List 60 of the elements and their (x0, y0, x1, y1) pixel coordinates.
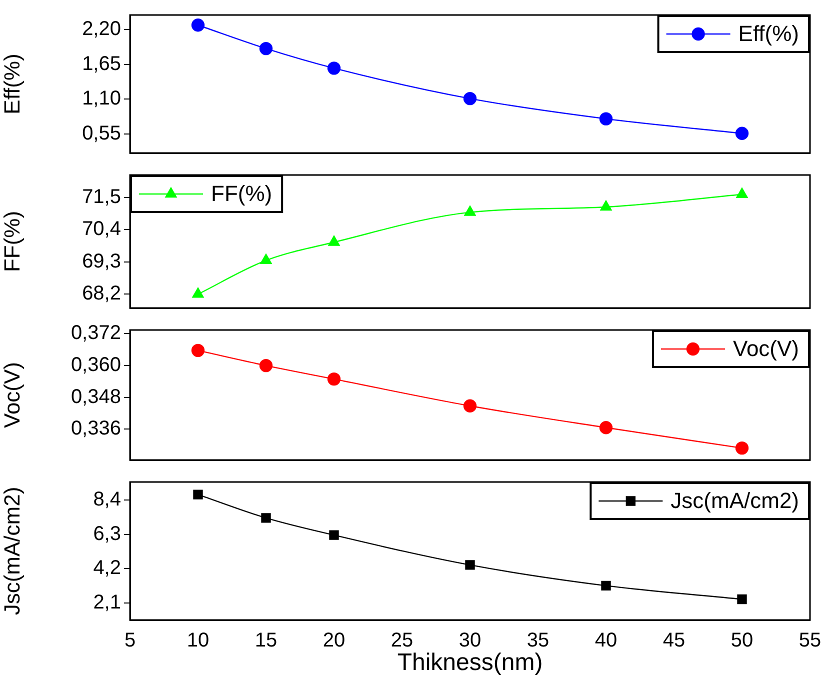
point (259, 42, 273, 56)
point (599, 112, 613, 126)
point (259, 358, 273, 372)
y-tick-label: 0,336 (70, 418, 121, 440)
x-tick-label: 35 (526, 630, 550, 652)
x-tick-label: 5 (124, 630, 136, 652)
point (328, 236, 340, 246)
point (463, 92, 477, 106)
x-tick-label: 10 (186, 630, 210, 652)
point (736, 188, 748, 198)
y-tick-label: 71,5 (82, 186, 121, 208)
point (329, 530, 339, 540)
point (464, 206, 476, 216)
x-tick-label: 25 (390, 630, 414, 652)
point (601, 580, 611, 591)
y-tick-label: 68,2 (82, 282, 121, 305)
x-tick-label: 20 (322, 630, 346, 652)
y-tick-label: 69,3 (82, 250, 121, 272)
y-tick-label: 1,10 (82, 88, 121, 110)
x-tick-label: 45 (662, 630, 686, 652)
point (260, 254, 272, 264)
point (327, 372, 341, 386)
y-tick-label: 0,360 (70, 354, 121, 376)
y-axis-title: Voc(V) (0, 362, 24, 428)
point (193, 490, 203, 500)
y-tick-label: 2,20 (82, 18, 121, 40)
x-tick-label: 30 (458, 630, 482, 652)
y-tick-label: 0,55 (82, 122, 121, 145)
y-tick-label: 0,348 (70, 386, 121, 408)
legend-label: FF(%) (211, 181, 272, 206)
y-tick-label: 4,2 (93, 557, 121, 580)
point (327, 62, 341, 75)
x-tick-label: 50 (730, 630, 754, 652)
x-tick-label: 55 (798, 630, 822, 652)
y-tick-label: 6,3 (93, 522, 121, 545)
point (600, 200, 612, 211)
x-axis-title: Thikness(nm) (397, 649, 543, 676)
legend-label: Jsc(mA/cm2) (670, 488, 799, 514)
y-tick-label: 70,4 (82, 218, 121, 240)
point (191, 18, 205, 32)
legend-label: Eff(%) (738, 21, 800, 46)
y-axis-title: FF(%) (0, 210, 24, 272)
point (599, 421, 613, 434)
point (735, 441, 749, 455)
point (261, 513, 271, 523)
x-tick-label: 40 (594, 630, 618, 652)
y-tick-label: 1,65 (82, 52, 121, 75)
point (735, 126, 749, 140)
point (192, 288, 204, 298)
y-tick-label: 0,372 (70, 322, 121, 344)
point (465, 560, 475, 570)
y-axis-title: Jsc(mA/cm2) (0, 486, 24, 616)
point (463, 399, 477, 412)
x-tick-label: 15 (254, 630, 278, 652)
y-tick-label: 2,1 (93, 591, 121, 614)
point (737, 594, 747, 604)
y-axis-title: Eff(%) (0, 54, 24, 114)
legend-label: Voc(V) (732, 336, 800, 362)
point (191, 344, 205, 358)
y-tick-label: 8,4 (93, 488, 121, 510)
